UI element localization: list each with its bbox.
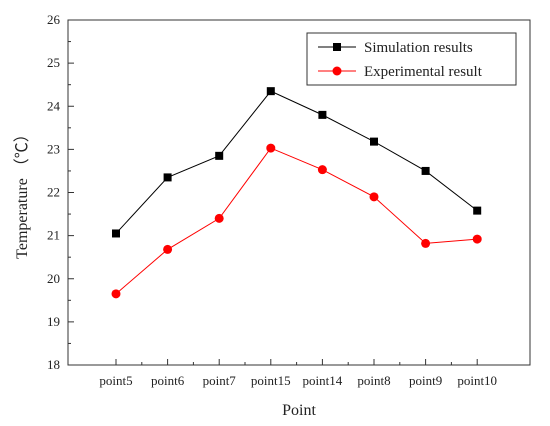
data-point-square — [163, 173, 172, 182]
legend-marker-experimental — [332, 66, 342, 76]
x-tick-label: point6 — [151, 373, 185, 388]
data-point-square — [370, 137, 378, 146]
x-tick-label: point7 — [203, 373, 237, 388]
legend: Simulation results Experimental result — [306, 32, 517, 86]
x-tick-label: point15 — [251, 373, 291, 388]
series-line-1 — [115, 147, 478, 295]
y-axis: 18 19 20 21 22 23 24 25 26 — [47, 12, 74, 372]
y-tick-label: 25 — [47, 55, 60, 70]
x-axis: point5 point6 point7 point15 point14 point8 po… — [99, 359, 497, 388]
data-point-square — [266, 87, 275, 96]
y-tick-label: 22 — [47, 185, 60, 200]
data-point-circle — [163, 244, 173, 254]
data-point-square — [421, 166, 430, 175]
data-point-circle — [214, 213, 224, 223]
y-tick-label: 24 — [47, 98, 61, 113]
x-tick-label: point9 — [409, 373, 442, 388]
data-point-square — [215, 151, 224, 160]
y-axis-title: Temperature （℃） — [13, 126, 31, 259]
legend-marker-simulation — [333, 43, 341, 51]
data-point-circle — [421, 238, 431, 248]
y-tick-label: 26 — [47, 12, 61, 27]
y-tick-label: 20 — [47, 271, 60, 286]
x-tick-label: point14 — [303, 373, 343, 388]
data-point-circle — [317, 165, 327, 175]
x-tick-label: point8 — [357, 373, 390, 388]
x-tick-label: point5 — [99, 373, 132, 388]
legend-label-simulation: Simulation results — [364, 40, 473, 56]
data-point-square — [112, 229, 120, 238]
series-line-0 — [115, 90, 478, 234]
y-tick-label: 21 — [47, 228, 60, 243]
data-point-circle — [369, 192, 379, 202]
data-point-circle — [111, 289, 121, 299]
x-axis-title: Point — [282, 402, 316, 419]
y-tick-label: 19 — [47, 314, 60, 329]
data-point-circle — [266, 143, 276, 153]
data-point-square — [318, 110, 327, 119]
series-layer — [111, 87, 482, 299]
x-tick-label: point10 — [457, 373, 497, 388]
y-tick-label: 23 — [47, 141, 60, 156]
data-point-circle — [472, 234, 482, 244]
legend-box — [306, 32, 517, 86]
y-tick-label: 18 — [47, 357, 60, 372]
legend-label-experimental: Experimental result — [364, 64, 483, 80]
data-point-square — [473, 206, 482, 215]
